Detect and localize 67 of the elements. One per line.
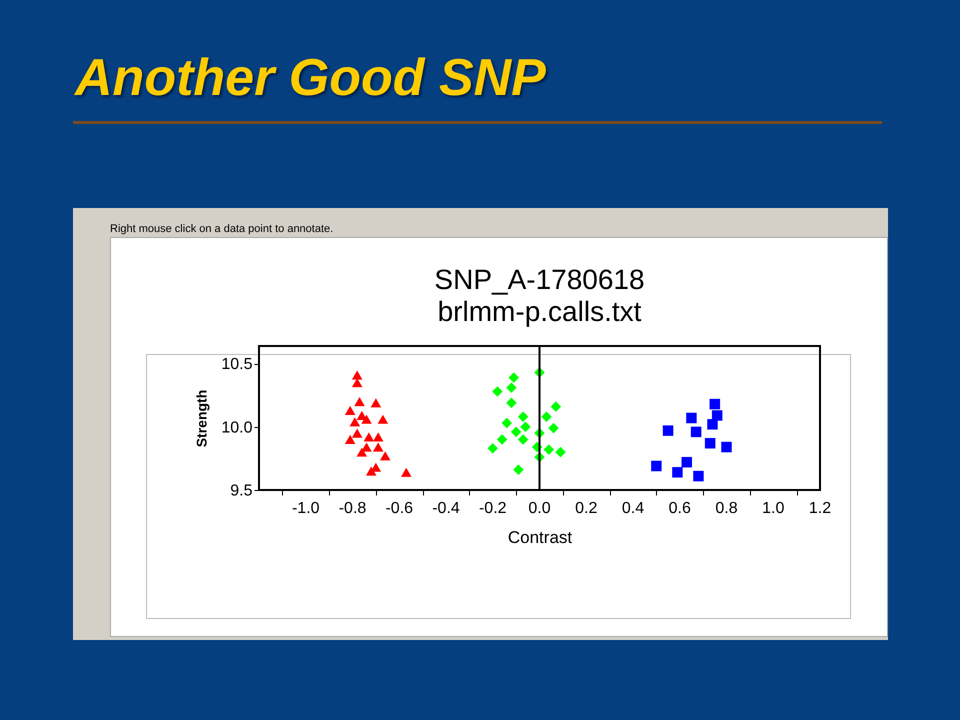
point xyxy=(548,422,559,434)
point xyxy=(492,386,503,397)
point xyxy=(344,434,356,444)
point xyxy=(672,467,683,478)
point xyxy=(488,443,498,454)
point xyxy=(372,442,384,452)
point xyxy=(693,470,704,482)
chart-subtitle: SNP_A-1780618 brlmm-p.calls.txt xyxy=(434,264,645,327)
point xyxy=(352,378,362,388)
x-tick-label: -0.4 xyxy=(432,500,460,517)
point xyxy=(541,411,552,422)
point xyxy=(352,370,362,380)
x-tick-label: -1.0 xyxy=(292,500,320,517)
point xyxy=(401,468,412,477)
x-tick-label: 1.0 xyxy=(762,500,784,517)
point xyxy=(544,444,554,455)
x-tick-label: 0.6 xyxy=(668,500,691,517)
point xyxy=(520,422,531,432)
point xyxy=(518,434,528,445)
point xyxy=(378,414,388,424)
point xyxy=(361,414,372,424)
x-tick-label: -0.8 xyxy=(338,500,366,517)
point xyxy=(710,398,720,410)
point xyxy=(690,426,702,438)
point xyxy=(682,456,692,468)
point xyxy=(372,432,384,442)
point xyxy=(662,425,674,436)
y-tick-label: 10.5 xyxy=(221,356,253,374)
x-tick-label: 0.8 xyxy=(715,500,738,517)
x-tick-label: -0.6 xyxy=(385,500,414,517)
x-axis-title: Contrast xyxy=(508,528,572,547)
y-axis-title: Strength xyxy=(193,390,210,448)
point xyxy=(361,442,372,452)
x-tick-label: 0.2 xyxy=(575,500,598,517)
point xyxy=(496,434,508,445)
point xyxy=(344,406,356,415)
point xyxy=(721,442,732,452)
point xyxy=(508,372,520,383)
point xyxy=(506,398,517,408)
x-tick-label: -0.2 xyxy=(478,500,507,517)
point xyxy=(686,412,697,424)
chart-title: Another Good SNP xyxy=(75,48,546,108)
y-tick-label: 10.0 xyxy=(221,419,253,436)
text: Right mouse click on a data point to annotate. xyxy=(110,223,334,235)
point xyxy=(354,397,365,406)
x-tick-label: 1.2 xyxy=(808,500,832,517)
point xyxy=(352,428,362,438)
point xyxy=(518,411,528,422)
point xyxy=(370,398,382,408)
point xyxy=(510,426,522,438)
point xyxy=(651,460,662,472)
x-tick-label: 0.4 xyxy=(622,500,644,517)
point xyxy=(506,382,517,393)
point xyxy=(513,464,524,476)
point xyxy=(555,446,566,458)
point xyxy=(364,432,374,442)
point xyxy=(356,448,368,457)
point xyxy=(366,466,376,476)
point xyxy=(704,438,716,449)
point xyxy=(350,417,360,426)
y-tick-label: 9.5 xyxy=(230,482,253,500)
point xyxy=(502,418,512,428)
point xyxy=(380,451,390,460)
x-tick-label: 0.0 xyxy=(528,500,551,517)
point xyxy=(707,419,718,430)
point xyxy=(712,410,722,421)
point xyxy=(550,401,562,412)
